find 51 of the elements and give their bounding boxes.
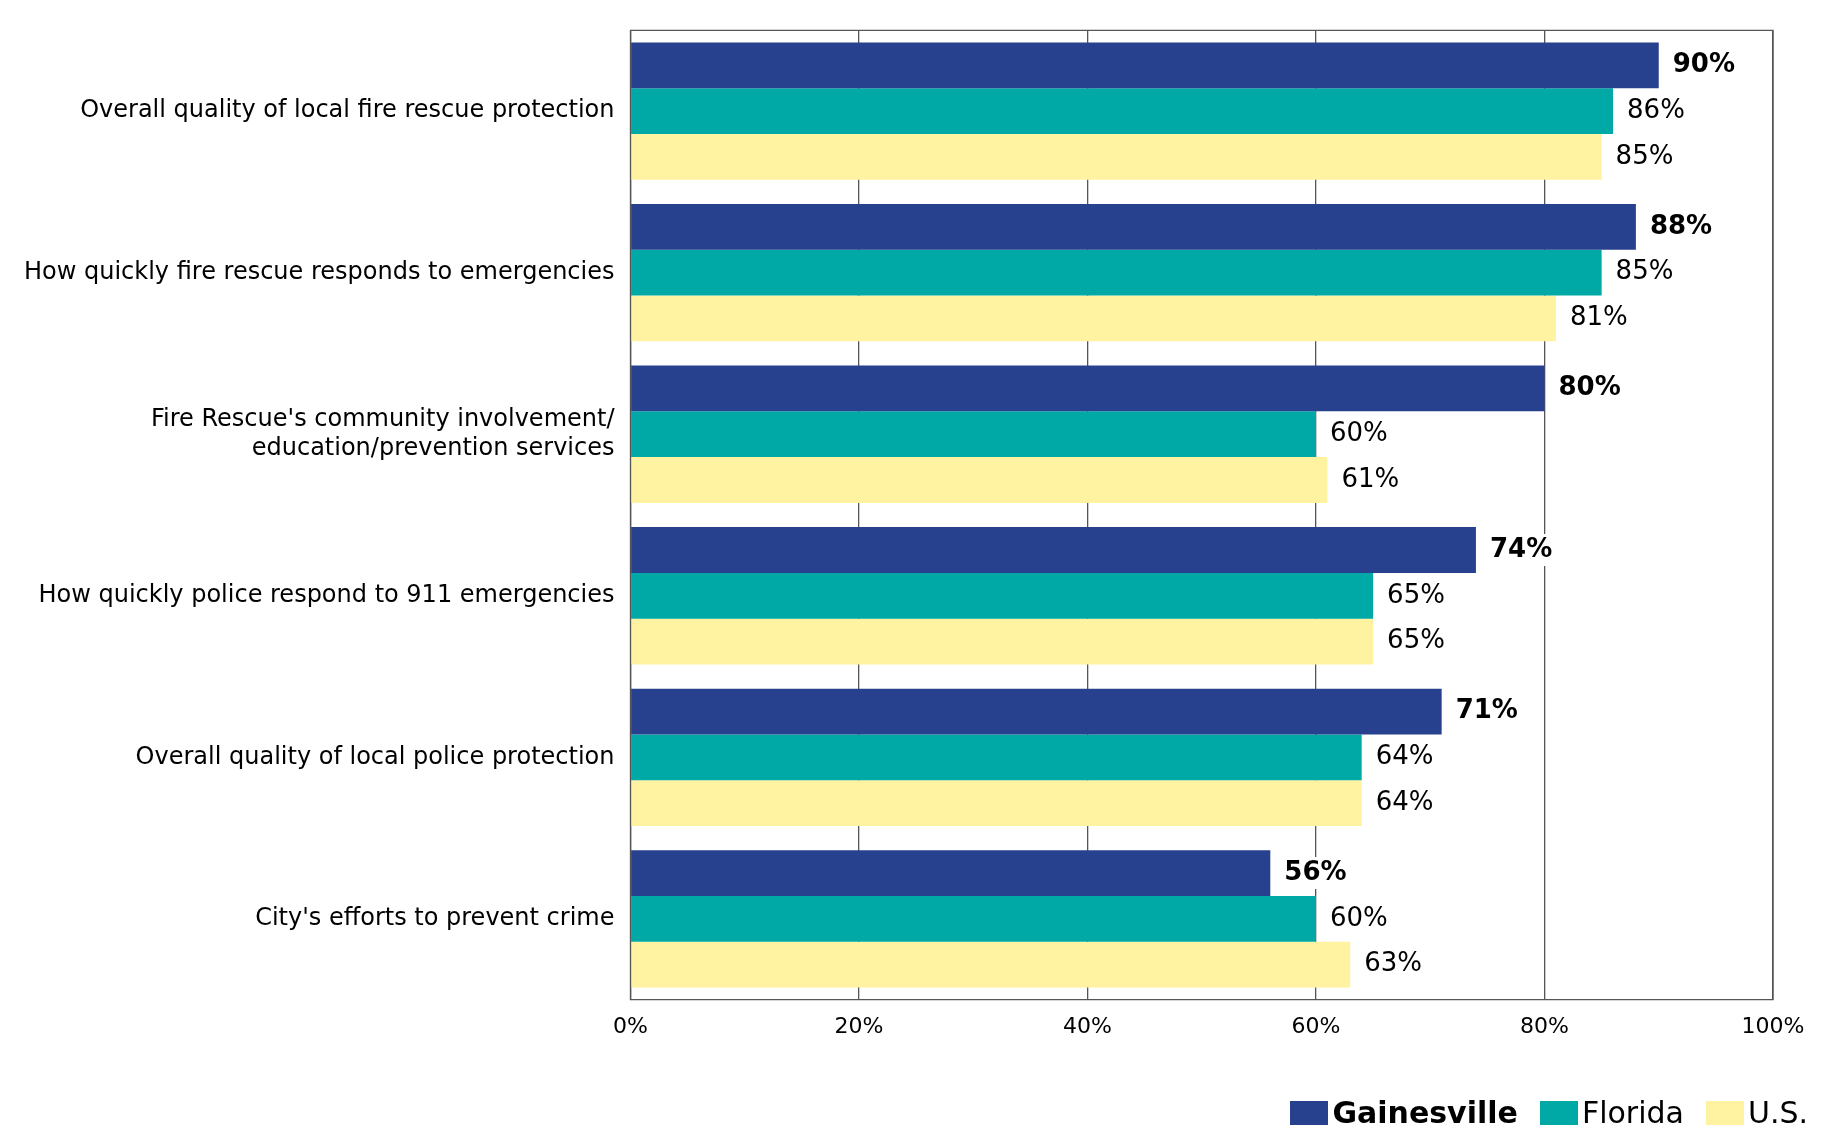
legend-label: Gainesville — [1332, 1095, 1518, 1130]
data-label: 56% — [1284, 855, 1347, 886]
data-label: 71% — [1455, 694, 1518, 725]
bar — [631, 572, 1374, 619]
legend-label: U.S. — [1747, 1095, 1808, 1130]
bar — [631, 618, 1374, 665]
y-tick-label: Overall quality of local fire rescue protection — [80, 95, 615, 124]
data-label: 64% — [1375, 785, 1434, 816]
data-label: 80% — [1558, 371, 1621, 402]
bar — [631, 457, 1328, 503]
bar — [631, 895, 1316, 942]
y-tick-label: How quickly police respond to 911 emergencies — [38, 580, 615, 608]
x-tick-label: 20% — [834, 1012, 884, 1038]
bar — [631, 42, 1659, 89]
data-label: 85% — [1615, 255, 1674, 286]
data-label: 85% — [1615, 139, 1674, 170]
bar — [631, 688, 1442, 735]
data-label: 65% — [1387, 578, 1445, 609]
bar — [631, 850, 1271, 896]
x-tick-label: 100% — [1741, 1012, 1805, 1038]
bar — [631, 411, 1316, 458]
data-label: 88% — [1649, 209, 1713, 240]
bar — [631, 734, 1362, 781]
y-tick-label: Fire Rescue's community involvement/ education/prevention services — [151, 404, 616, 461]
bar — [631, 527, 1476, 573]
y-tick-label: City's efforts to prevent crime — [255, 903, 615, 932]
bar — [631, 365, 1545, 412]
data-label: 60% — [1329, 901, 1388, 932]
y-tick-label: Overall quality of local police protection — [135, 741, 615, 770]
data-label: 65% — [1387, 624, 1445, 655]
bar — [631, 249, 1602, 296]
bar — [631, 204, 1636, 250]
bar — [631, 941, 1351, 988]
data-label: 86% — [1627, 93, 1685, 124]
x-tick-label: 0% — [613, 1012, 648, 1038]
bar — [631, 88, 1614, 135]
x-tick-label: 40% — [1063, 1012, 1112, 1038]
data-label: 74% — [1489, 532, 1553, 563]
x-tick-label: 80% — [1520, 1012, 1569, 1038]
data-label: 63% — [1364, 947, 1423, 978]
data-label: 64% — [1375, 740, 1434, 771]
data-label: 60% — [1329, 416, 1388, 447]
data-label: 81% — [1569, 301, 1628, 332]
x-tick-label: 60% — [1291, 1012, 1341, 1038]
bar — [631, 295, 1556, 342]
data-label: 61% — [1341, 462, 1400, 493]
y-tick-label: How quickly fire rescue responds to emergencies — [24, 256, 615, 285]
bar — [631, 780, 1362, 826]
legend-label: Florida — [1581, 1095, 1684, 1130]
bar — [631, 134, 1602, 180]
data-label: 90% — [1672, 48, 1735, 79]
